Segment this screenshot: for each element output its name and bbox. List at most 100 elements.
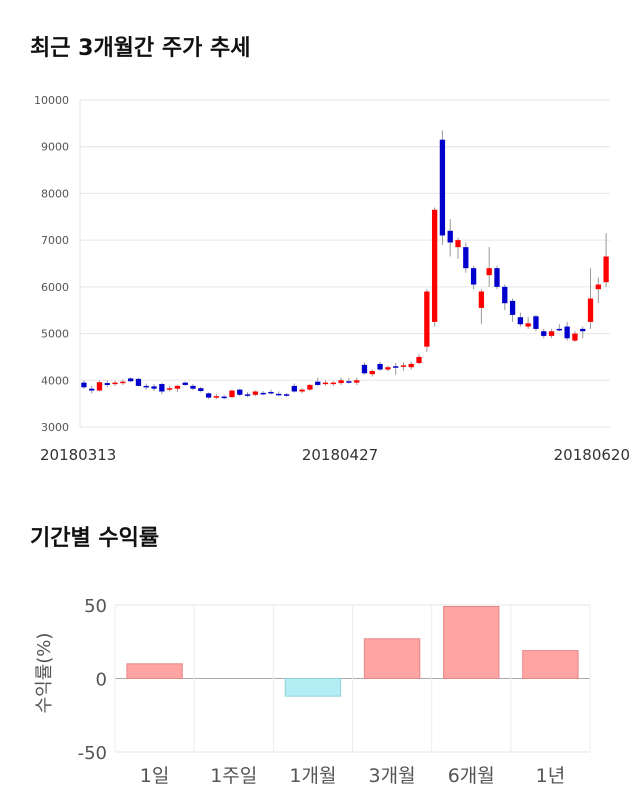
candle-up	[572, 333, 578, 341]
return-bar	[363, 638, 421, 679]
candle-down	[143, 385, 149, 388]
price-chart-y-ticks: 3000 4000 5000 6000 7000 8000 9000 10000	[34, 94, 69, 434]
return-chart-bars	[126, 605, 579, 697]
candle-down	[564, 326, 570, 339]
candle-up	[322, 382, 329, 385]
candle-down	[517, 317, 524, 325]
return-category-label: 1주일	[210, 765, 257, 787]
price-y-tick: 6000	[41, 281, 69, 294]
candle-down	[221, 396, 227, 399]
candle-up	[431, 209, 438, 322]
price-x-label: 20180313	[40, 446, 116, 464]
return-chart-categories: 1일 1주일 1개월 3개월 6개월 1년	[140, 765, 565, 787]
candle-up	[525, 323, 531, 327]
return-y-tick: -50	[78, 743, 107, 764]
candle-up	[369, 370, 375, 375]
candle-up	[213, 396, 220, 398]
candle-down	[470, 268, 477, 285]
candle-down	[104, 383, 110, 385]
price-candlestick-chart: 3000 4000 5000 6000 7000 8000 9000 10000 201803…	[34, 94, 630, 464]
return-category-label: 3개월	[369, 765, 416, 787]
candle-down	[533, 316, 539, 329]
price-y-tick: 5000	[41, 328, 69, 341]
candle-up	[229, 390, 235, 398]
candle-up	[548, 331, 555, 336]
candle-down	[260, 392, 266, 395]
candle-down	[494, 268, 500, 287]
candle-down	[81, 382, 87, 388]
price-chart-x-labels: 20180313 20180427 20180620	[40, 446, 630, 464]
return-bar	[522, 650, 579, 679]
candle-up	[408, 363, 414, 368]
return-bar	[284, 678, 342, 697]
candle-up	[338, 380, 344, 384]
price-y-tick: 4000	[41, 374, 69, 387]
candle-up	[424, 291, 430, 347]
candle-down	[315, 381, 321, 385]
candle-up	[112, 382, 118, 385]
return-bar	[126, 663, 183, 680]
price-y-tick: 9000	[41, 141, 69, 154]
candle-down	[135, 378, 142, 386]
candle-down	[198, 388, 204, 392]
candle-up	[307, 384, 313, 390]
candle-up	[603, 256, 609, 283]
candle-down	[502, 286, 508, 304]
price-x-label: 20180427	[302, 446, 378, 464]
price-y-tick: 10000	[34, 94, 69, 107]
candle-down	[128, 378, 134, 382]
return-chart-gridlines	[114, 604, 591, 753]
return-y-tick: 50	[84, 596, 107, 617]
candle-up	[96, 382, 103, 391]
price-chart-gridlines	[79, 99, 610, 428]
candle-up	[478, 291, 485, 308]
candle-down	[244, 394, 251, 396]
candle-down	[190, 385, 196, 389]
candle-down	[346, 381, 352, 383]
return-chart-y-ticks: 50 0 -50	[78, 596, 107, 764]
candle-down	[393, 366, 399, 368]
candle-down	[159, 384, 165, 392]
candle-down	[556, 328, 562, 331]
candle-down	[205, 393, 212, 398]
candle-down	[237, 389, 243, 395]
candle-up	[299, 389, 305, 392]
return-bar	[443, 605, 500, 679]
return-chart-y-label: 수익률(%)	[34, 633, 55, 714]
price-y-tick: 3000	[41, 421, 69, 434]
return-y-tick: 0	[96, 670, 107, 691]
candle-down	[291, 385, 297, 392]
candle-down	[283, 394, 290, 396]
candle-down	[509, 300, 516, 315]
return-category-label: 1년	[536, 765, 566, 787]
candle-up	[400, 365, 407, 367]
candle-down	[447, 230, 453, 243]
return-category-label: 1개월	[289, 765, 336, 787]
candle-up	[385, 367, 391, 370]
candle-up	[174, 385, 181, 389]
period-return-bar-chart: 50 0 -50 1일 1주일 1개월 3개월 6개월 1년 수익률(%)	[34, 596, 591, 787]
price-y-tick: 7000	[41, 234, 69, 247]
candle-down	[541, 331, 547, 336]
candle-down	[182, 382, 188, 385]
price-trend-title: 최근 3개월간 주가 추세	[30, 36, 251, 61]
candle-down	[268, 391, 274, 394]
candle-down	[89, 388, 95, 391]
candle-up	[354, 380, 360, 383]
candle-up	[455, 240, 461, 248]
candle-down	[377, 363, 383, 370]
return-category-label: 6개월	[448, 765, 495, 787]
candle-down	[580, 328, 586, 332]
candle-up	[252, 391, 259, 395]
price-x-label: 20180620	[554, 446, 630, 464]
candle-down	[276, 393, 282, 396]
candle-up	[587, 298, 594, 322]
price-y-tick: 8000	[41, 187, 69, 200]
candle-down	[361, 364, 368, 374]
candle-down	[151, 386, 157, 389]
candle-down	[439, 139, 446, 236]
candle-up	[166, 388, 173, 390]
candle-down	[463, 247, 469, 269]
candle-up	[595, 284, 601, 290]
return-category-label: 1일	[140, 765, 170, 787]
